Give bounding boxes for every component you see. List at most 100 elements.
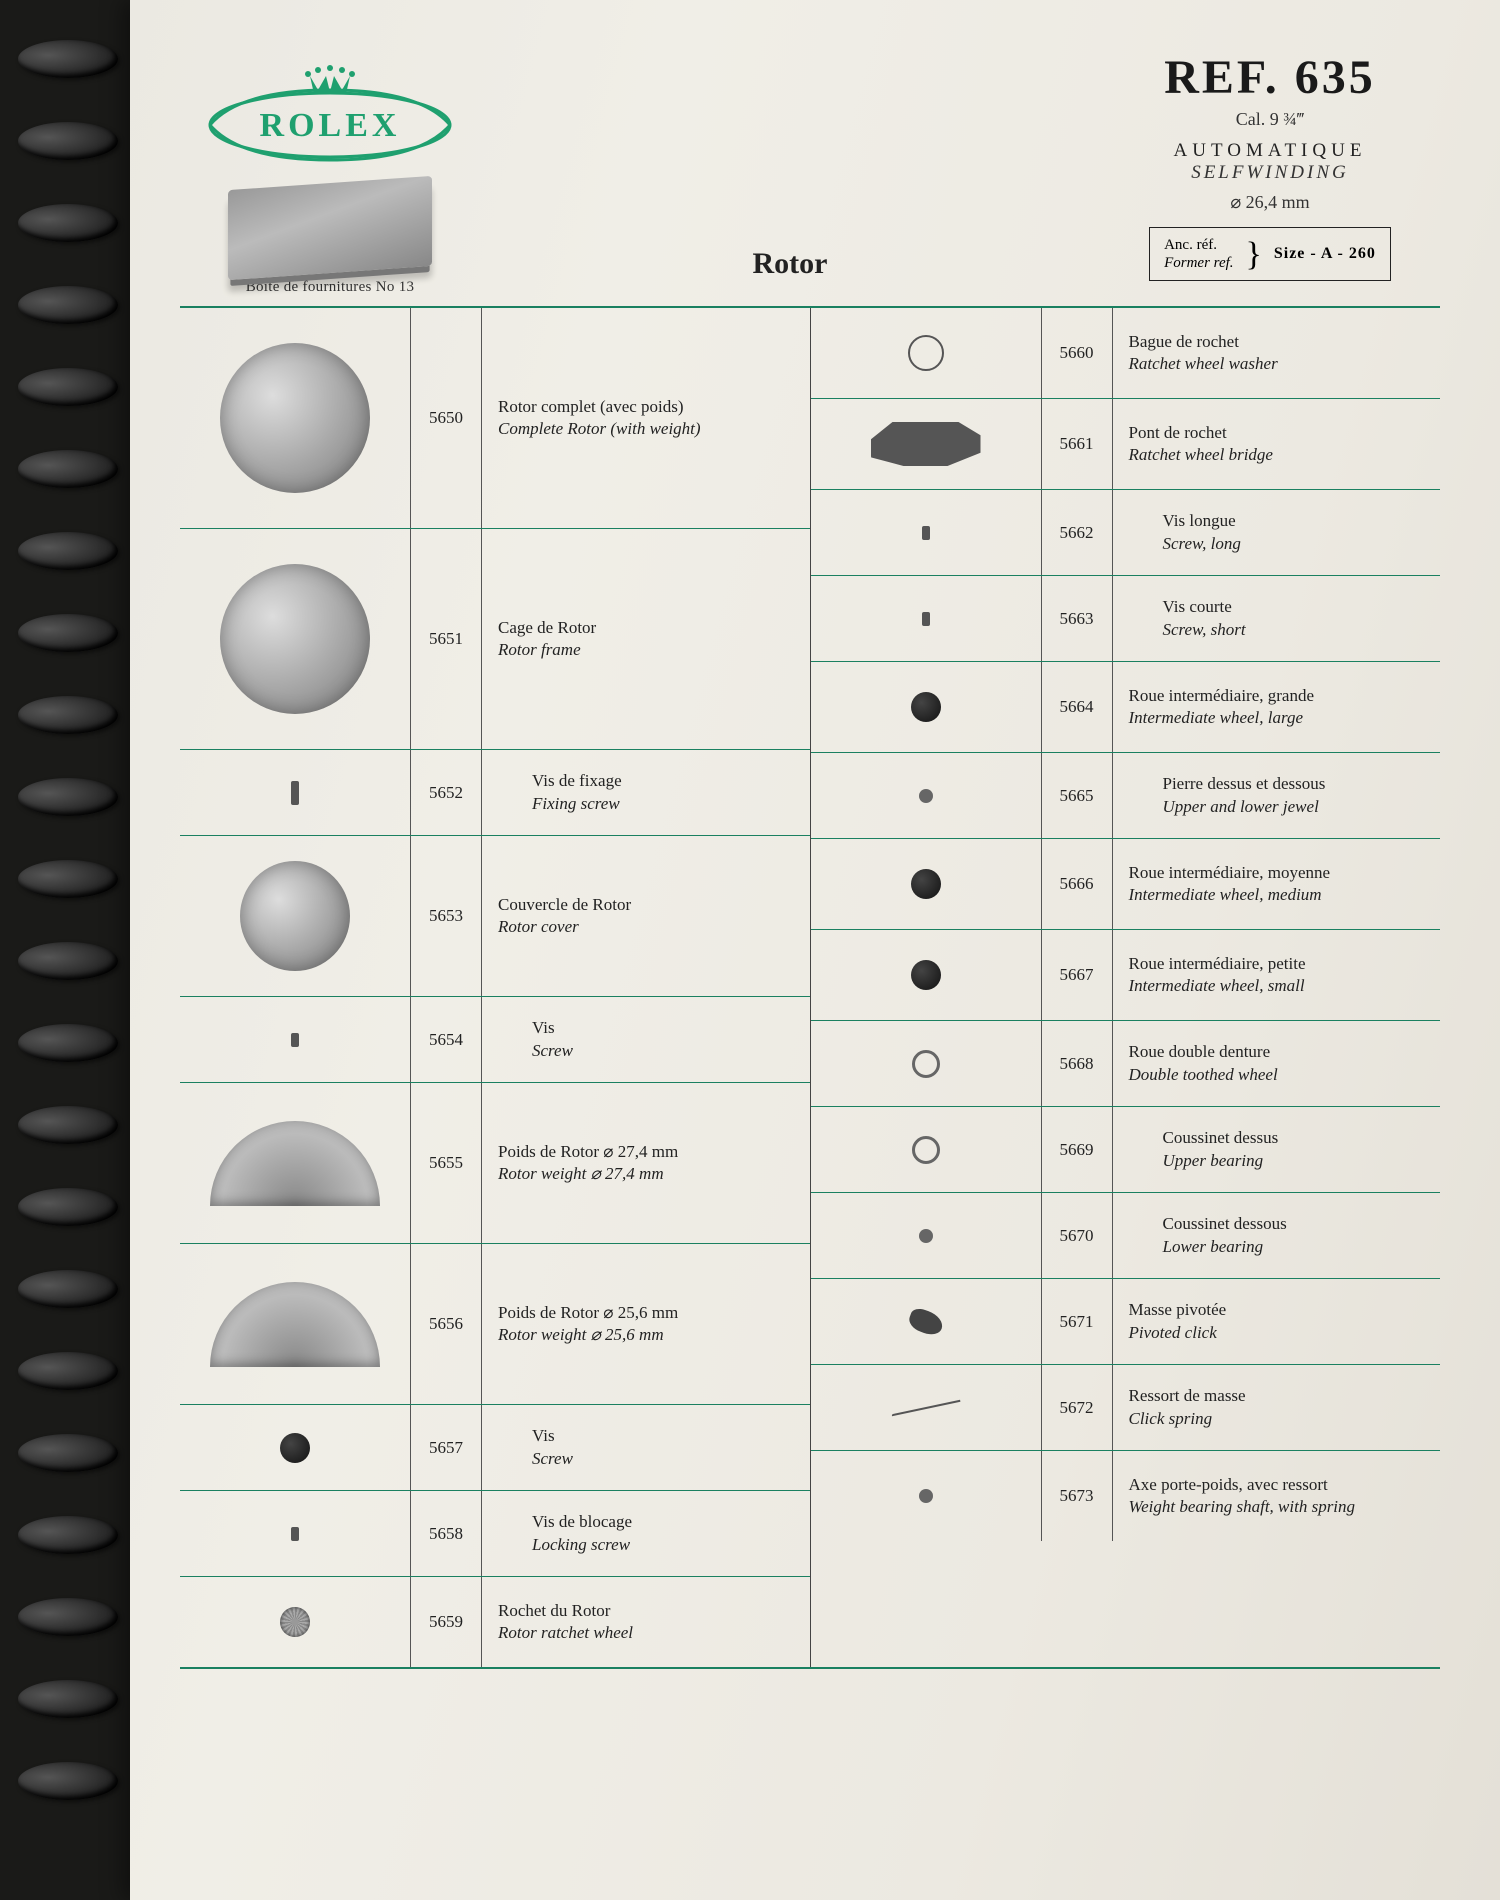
jewel-icon [919, 789, 933, 803]
catalog-left-column: 5650Rotor complet (avec poids)Complete R… [180, 308, 811, 1667]
part-name-en: Rotor weight ⌀ 25,6 mm [498, 1324, 794, 1346]
spiral-ring-icon [18, 1762, 118, 1800]
part-description: Rochet du RotorRotor ratchet wheel [482, 1592, 810, 1652]
part-name-fr: Coussinet dessus [1163, 1127, 1425, 1149]
part-description: Coussinet dessusUpper bearing [1113, 1119, 1441, 1179]
part-row: 5672Ressort de masseClick spring [811, 1365, 1441, 1450]
part-description: Roue intermédiaire, grandeIntermediate w… [1113, 677, 1441, 737]
brace-icon: } [1246, 246, 1262, 263]
part-row: 5660Bague de rochetRatchet wheel washer [811, 308, 1441, 398]
part-name-en: Screw [532, 1448, 794, 1470]
bearing-icon [912, 1050, 940, 1078]
part-group: 5673Axe porte-poids, avec ressortWeight … [811, 1451, 1441, 1541]
part-number: 5651 [410, 529, 482, 749]
part-name-en: Rotor weight ⌀ 27,4 mm [498, 1163, 794, 1185]
part-row: 5663Vis courteScrew, short [811, 576, 1441, 661]
part-group: 5666Roue intermédiaire, moyenneIntermedi… [811, 839, 1441, 930]
part-row: 5654VisScrew [180, 997, 810, 1082]
part-group: 5651Cage de RotorRotor frame5652Vis de f… [180, 529, 810, 836]
part-row: 5664Roue intermédiaire, grandeIntermedia… [811, 662, 1441, 753]
part-number: 5665 [1041, 753, 1113, 838]
part-name-en: Screw [532, 1040, 794, 1062]
part-name-en: Rotor frame [498, 639, 794, 661]
part-name-en: Click spring [1129, 1408, 1425, 1430]
part-number: 5672 [1041, 1365, 1113, 1450]
part-image-cell [811, 1219, 1041, 1253]
wheel-icon [911, 960, 941, 990]
part-number: 5656 [410, 1244, 482, 1404]
rotor-disc-icon [220, 343, 370, 493]
part-group: 5659Rochet du RotorRotor ratchet wheel [180, 1577, 810, 1667]
part-image-cell [811, 1301, 1041, 1343]
spiral-ring-icon [18, 1434, 118, 1472]
part-description: Couvercle de RotorRotor cover [482, 886, 810, 946]
part-number: 5668 [1041, 1021, 1113, 1106]
part-description: Rotor complet (avec poids)Complete Rotor… [482, 388, 810, 448]
spiral-ring-icon [18, 1352, 118, 1390]
part-name-en: Intermediate wheel, small [1129, 975, 1425, 997]
former-ref-en: Former ref. [1164, 254, 1233, 272]
part-name-en: Pivoted click [1129, 1322, 1425, 1344]
part-number: 5657 [410, 1405, 482, 1490]
part-name-fr: Bague de rochet [1129, 331, 1425, 353]
wheel-icon [280, 1433, 310, 1463]
part-name-en: Upper and lower jewel [1163, 796, 1425, 818]
spiral-ring-icon [18, 450, 118, 488]
box-caption: Boite de fournitures No 13 [180, 279, 480, 296]
part-name-fr: Poids de Rotor ⌀ 27,4 mm [498, 1141, 794, 1163]
part-image-cell [180, 554, 410, 724]
bearing-icon [912, 1136, 940, 1164]
part-image-cell [811, 325, 1041, 381]
part-number: 5655 [410, 1083, 482, 1243]
part-name-fr: Roue double denture [1129, 1041, 1425, 1063]
reference-title: REF. 635 [1100, 50, 1440, 105]
former-ref-box: Anc. réf. Former ref. } Size - A - 260 [1149, 227, 1391, 281]
part-group: 5653Couvercle de RotorRotor cover 5654Vis… [180, 836, 810, 1083]
part-name-en: Intermediate wheel, large [1129, 707, 1425, 729]
rotor-cover-icon [240, 861, 350, 971]
part-name-fr: Pont de rochet [1129, 422, 1425, 444]
part-row: 5658Vis de blocageLocking screw [180, 1491, 810, 1576]
part-image-cell [811, 1040, 1041, 1088]
part-row: 5665 Pierre dessus et dessousUpper and lo… [811, 753, 1441, 838]
wheel-icon [911, 869, 941, 899]
part-row: 5650Rotor complet (avec poids)Complete R… [180, 308, 810, 528]
part-image-cell [811, 412, 1041, 476]
part-name-en: Fixing screw [532, 793, 794, 815]
part-number: 5669 [1041, 1107, 1113, 1192]
part-name-en: Screw, long [1163, 533, 1425, 555]
part-description: Poids de Rotor ⌀ 25,6 mmRotor weight ⌀ 2… [482, 1294, 810, 1354]
part-group: 5655Poids de Rotor ⌀ 27,4 mmRotor weight… [180, 1083, 810, 1577]
paper: ROLEX Boite de fournitures No 13 Rotor R… [130, 0, 1500, 1900]
part-row: 5651Cage de RotorRotor frame [180, 529, 810, 750]
part-number: 5653 [410, 836, 482, 996]
part-row: 5656Poids de Rotor ⌀ 25,6 mmRotor weight… [180, 1244, 810, 1405]
part-description: Roue intermédiaire, petiteIntermediate w… [1113, 945, 1441, 1005]
rolex-logo-icon: ROLEX [200, 50, 460, 170]
part-name-fr: Roue intermédiaire, moyenne [1129, 862, 1425, 884]
spiral-ring-icon [18, 696, 118, 734]
part-name-en: Upper bearing [1163, 1150, 1425, 1172]
spiral-ring-icon [18, 286, 118, 324]
part-name-fr: Pierre dessus et dessous [1163, 773, 1425, 795]
spiral-ring-icon [18, 778, 118, 816]
jewel-icon [919, 1489, 933, 1503]
header: ROLEX Boite de fournitures No 13 Rotor R… [180, 50, 1440, 296]
part-number: 5659 [410, 1577, 482, 1667]
part-name-en: Screw, short [1163, 619, 1425, 641]
wheel-icon [911, 692, 941, 722]
part-name-fr: Coussinet dessous [1163, 1213, 1425, 1235]
part-image-cell [811, 1479, 1041, 1513]
spiral-ring-icon [18, 1106, 118, 1144]
part-row: 5669Coussinet dessusUpper bearing [811, 1107, 1441, 1193]
part-number: 5661 [1041, 399, 1113, 489]
part-image-cell [180, 1272, 410, 1377]
screw-icon [291, 781, 299, 805]
part-name-fr: Couvercle de Rotor [498, 894, 794, 916]
part-row: 5659Rochet du RotorRotor ratchet wheel [180, 1577, 810, 1667]
part-number: 5670 [1041, 1193, 1113, 1278]
part-number: 5650 [410, 308, 482, 528]
spiral-ring-icon [18, 204, 118, 242]
part-row: 5662Vis longueScrew, long [811, 490, 1441, 576]
part-name-en: Lower bearing [1163, 1236, 1425, 1258]
